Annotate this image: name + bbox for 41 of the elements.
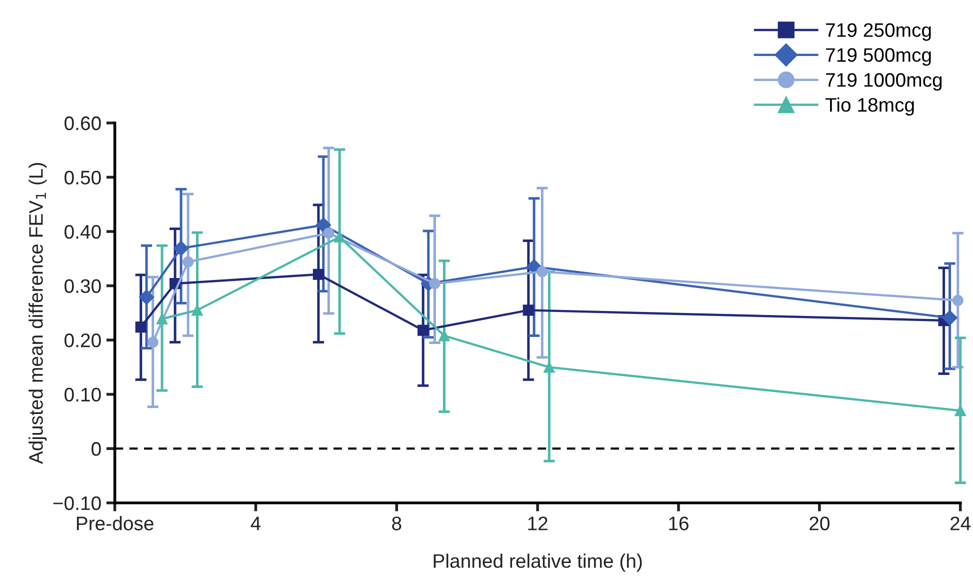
legend-label: Tio 18mcg xyxy=(825,97,914,116)
y-tick-label: 0.20 xyxy=(64,334,101,348)
y-tick-label: 0.40 xyxy=(64,224,101,239)
y-tick-label: 0.60 xyxy=(64,116,101,130)
point xyxy=(536,266,548,278)
x-tick-label: 8 xyxy=(392,516,402,530)
y-tick-label: −0.10 xyxy=(53,496,101,510)
x-tick-label: 4 xyxy=(250,516,261,530)
x-tick-label: 24 xyxy=(950,516,971,530)
y-tick-label: 0 xyxy=(92,442,101,456)
point xyxy=(954,405,966,416)
point xyxy=(192,304,203,316)
point xyxy=(173,240,189,256)
point xyxy=(942,310,958,326)
point xyxy=(147,336,158,348)
point xyxy=(138,290,154,305)
point xyxy=(438,330,450,342)
point xyxy=(429,278,440,290)
y-axis-title: Adjusted mean difference FEV$_{1}$ (L) xyxy=(28,163,47,464)
point xyxy=(182,256,194,268)
y-tick-label: 0.10 xyxy=(64,388,101,402)
point xyxy=(312,268,324,280)
point xyxy=(156,313,168,324)
legend-label: 719 250mcg xyxy=(826,23,931,41)
y-tick-label: 0.30 xyxy=(64,279,101,294)
x-tick-label: 12 xyxy=(528,516,548,530)
legend-label: 719 1000mcg xyxy=(826,73,942,91)
point xyxy=(544,362,555,373)
point xyxy=(522,304,534,316)
point xyxy=(316,217,331,233)
point xyxy=(135,321,146,333)
x-tick-label: 20 xyxy=(810,516,830,530)
legend-label: 719 500mcg xyxy=(826,48,931,66)
point xyxy=(952,294,964,306)
y-tick-label: 0.50 xyxy=(64,170,101,184)
point xyxy=(334,231,346,242)
point xyxy=(323,228,334,239)
x-tick-label: 16 xyxy=(669,516,688,530)
x-tick-label: Pre-dose xyxy=(76,516,154,530)
x-axis-title: Planned relative time (h) xyxy=(434,554,642,572)
point xyxy=(418,324,429,336)
